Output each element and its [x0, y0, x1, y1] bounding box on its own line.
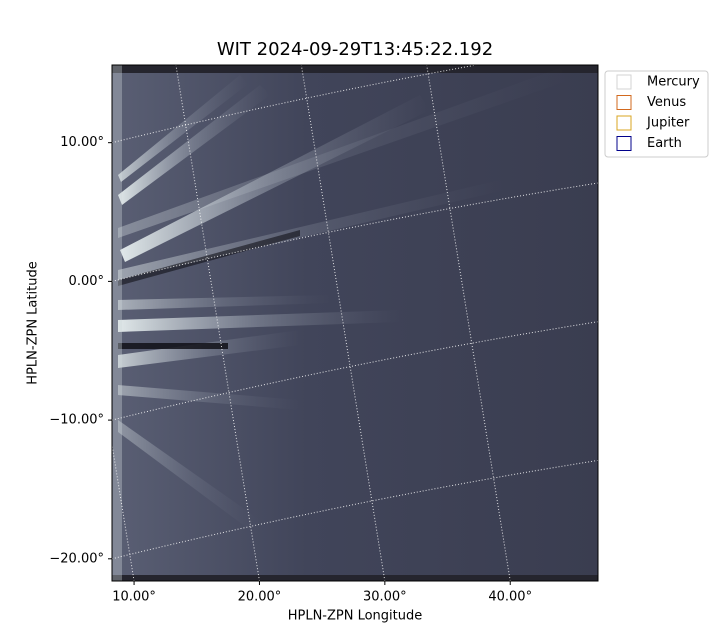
- grid-line: [175, 65, 260, 581]
- legend-label: Mercury: [647, 75, 700, 90]
- y-tick-label: −20.00°: [49, 551, 104, 566]
- grid-line: [112, 459, 598, 560]
- x-tick-label: 40.00°: [488, 590, 532, 605]
- grid-line: [112, 182, 598, 282]
- grid-line: [300, 65, 386, 581]
- grid-line: [112, 65, 480, 144]
- y-tick-label: 10.00°: [60, 135, 104, 150]
- y-axis-label: HPLN-ZPN Latitude: [26, 261, 41, 384]
- legend: [604, 70, 709, 158]
- legend-label: Jupiter: [646, 116, 690, 131]
- grid-line: [426, 65, 511, 581]
- x-axis-label: HPLN-ZPN Longitude: [288, 609, 423, 624]
- legend-swatch: [616, 74, 632, 90]
- legend-swatch: [616, 115, 632, 131]
- axes-frame: [111, 64, 599, 582]
- chart-title: WIT 2024-09-29T13:45:22.192: [217, 39, 493, 60]
- legend-swatch: [616, 95, 632, 110]
- y-tick-label: −10.00°: [49, 413, 104, 428]
- y-tick-label: 0.00°: [69, 274, 104, 289]
- legend-swatch: [616, 136, 632, 151]
- grid-line: [112, 441, 135, 581]
- image: [112, 65, 598, 581]
- x-tick-label: 10.00°: [112, 590, 156, 605]
- legend-label: Venus: [647, 95, 686, 110]
- legend-label: Earth: [647, 136, 682, 151]
- x-tick-label: 20.00°: [238, 590, 282, 605]
- grid-line: [112, 321, 598, 421]
- x-tick-label: 30.00°: [363, 590, 407, 605]
